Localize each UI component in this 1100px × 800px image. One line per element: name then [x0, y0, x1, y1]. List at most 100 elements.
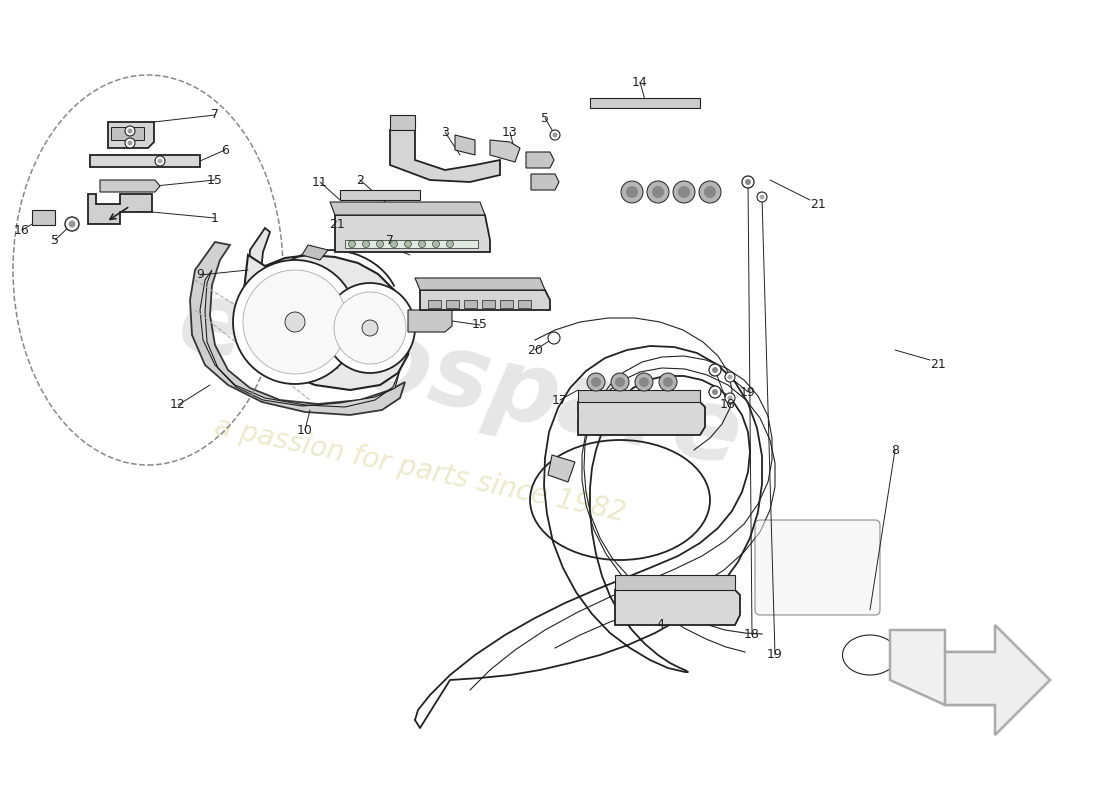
Polygon shape	[32, 210, 55, 225]
Text: 10: 10	[297, 423, 312, 437]
Polygon shape	[200, 270, 400, 407]
Circle shape	[376, 241, 384, 247]
Text: 9: 9	[196, 269, 204, 282]
Circle shape	[550, 130, 560, 140]
Circle shape	[727, 395, 733, 401]
Circle shape	[757, 192, 767, 202]
Polygon shape	[330, 202, 485, 215]
Circle shape	[324, 283, 415, 373]
Text: 18: 18	[720, 398, 736, 411]
Circle shape	[626, 186, 638, 198]
Text: 15: 15	[472, 318, 488, 331]
Polygon shape	[302, 245, 328, 260]
Polygon shape	[500, 300, 513, 308]
Circle shape	[610, 373, 629, 391]
Circle shape	[712, 389, 718, 395]
Text: 14: 14	[632, 75, 648, 89]
Circle shape	[587, 373, 605, 391]
Text: 18: 18	[744, 629, 760, 642]
Text: 8: 8	[891, 443, 899, 457]
Polygon shape	[390, 115, 415, 130]
Polygon shape	[548, 455, 575, 482]
Text: 5: 5	[51, 234, 59, 246]
Text: 11: 11	[312, 175, 328, 189]
Circle shape	[635, 373, 653, 391]
Text: 19: 19	[767, 649, 783, 662]
Circle shape	[128, 129, 132, 134]
Polygon shape	[446, 300, 459, 308]
Circle shape	[243, 270, 346, 374]
Circle shape	[362, 320, 378, 336]
Circle shape	[712, 367, 718, 373]
Polygon shape	[945, 625, 1050, 735]
Polygon shape	[111, 127, 144, 140]
Text: 1: 1	[211, 211, 219, 225]
Circle shape	[710, 364, 720, 376]
Polygon shape	[88, 194, 152, 224]
Circle shape	[663, 377, 673, 387]
Polygon shape	[340, 190, 420, 200]
Text: 2: 2	[356, 174, 364, 186]
Circle shape	[363, 241, 370, 247]
Text: 5: 5	[541, 111, 549, 125]
Circle shape	[652, 186, 664, 198]
Polygon shape	[100, 180, 160, 192]
Circle shape	[698, 181, 720, 203]
Circle shape	[678, 186, 690, 198]
Circle shape	[405, 241, 411, 247]
Polygon shape	[90, 155, 200, 167]
Circle shape	[552, 133, 558, 138]
Text: 13: 13	[502, 126, 518, 138]
Circle shape	[548, 332, 560, 344]
Polygon shape	[415, 278, 544, 290]
Polygon shape	[518, 300, 531, 308]
Circle shape	[725, 393, 735, 403]
Polygon shape	[108, 122, 154, 148]
Text: eurospare: eurospare	[169, 273, 750, 487]
Polygon shape	[531, 174, 559, 190]
Polygon shape	[482, 300, 495, 308]
Circle shape	[125, 138, 135, 148]
Circle shape	[742, 176, 754, 188]
Text: 19: 19	[740, 386, 756, 398]
Circle shape	[285, 312, 305, 332]
FancyBboxPatch shape	[755, 520, 880, 615]
Circle shape	[447, 241, 453, 247]
Text: 17: 17	[552, 394, 568, 406]
Circle shape	[673, 181, 695, 203]
Text: 7: 7	[211, 109, 219, 122]
Polygon shape	[526, 152, 554, 168]
Circle shape	[334, 292, 406, 364]
Polygon shape	[615, 575, 735, 590]
Text: 3: 3	[441, 126, 449, 138]
Circle shape	[745, 179, 751, 185]
Polygon shape	[390, 130, 501, 182]
Circle shape	[727, 374, 733, 379]
Polygon shape	[244, 255, 410, 390]
Polygon shape	[890, 630, 996, 705]
Polygon shape	[490, 140, 520, 162]
Polygon shape	[578, 402, 705, 435]
Polygon shape	[464, 300, 477, 308]
Circle shape	[710, 386, 720, 398]
Circle shape	[155, 156, 165, 166]
Text: 16: 16	[14, 223, 30, 237]
Text: 7: 7	[386, 234, 394, 246]
Text: 21: 21	[810, 198, 826, 210]
Circle shape	[65, 217, 79, 231]
Circle shape	[432, 241, 440, 247]
Polygon shape	[336, 215, 490, 252]
Circle shape	[591, 377, 601, 387]
Circle shape	[418, 241, 426, 247]
Circle shape	[647, 181, 669, 203]
Circle shape	[68, 221, 76, 227]
Text: 12: 12	[170, 398, 186, 411]
Text: 4: 4	[656, 618, 664, 631]
Circle shape	[639, 377, 649, 387]
Polygon shape	[455, 135, 475, 155]
Circle shape	[615, 377, 625, 387]
Circle shape	[621, 181, 643, 203]
Circle shape	[759, 194, 764, 199]
Text: 20: 20	[527, 343, 543, 357]
Circle shape	[125, 126, 135, 136]
